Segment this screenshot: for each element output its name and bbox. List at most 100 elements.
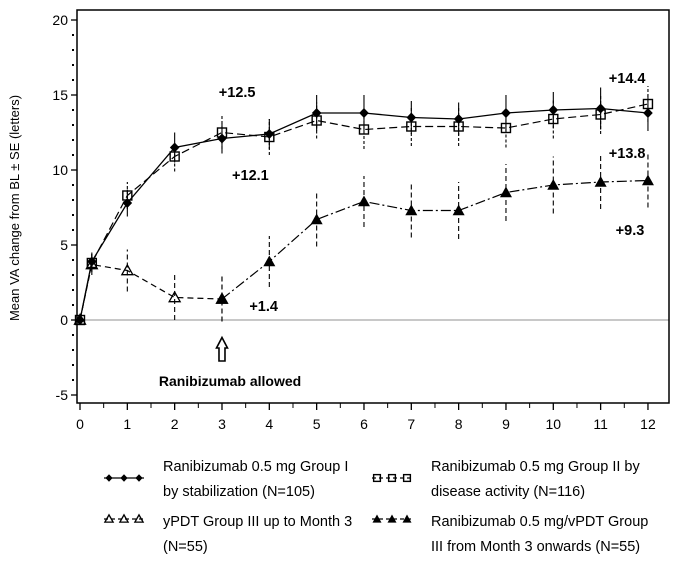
y-minor-tick (72, 349, 74, 351)
y-minor-tick (72, 124, 74, 126)
y-tick-label: 10 (52, 162, 68, 178)
x-tick-label: 6 (360, 416, 368, 432)
filled-triangle-marker-icon (452, 204, 465, 216)
legend-item-group1: Ranibizumab 0.5 mg Group I by stabilizat… (163, 455, 348, 505)
y-minor-tick (72, 379, 74, 381)
legend-item-group2: Ranibizumab 0.5 mg Group II by disease a… (431, 455, 640, 505)
legend-label-line: (N=55) (163, 539, 208, 555)
y-minor-tick (72, 304, 74, 306)
diamond-marker-icon (135, 474, 143, 482)
square-marker-icon (500, 122, 512, 134)
annotation-14: +1.4 (249, 299, 278, 315)
filled-triangle-marker-icon (405, 204, 418, 216)
plot-border (76, 9, 670, 404)
legend-item-group3-ranibizumab-vpdt: Ranibizumab 0.5 mg/vPDT Group III from M… (431, 510, 648, 560)
diamond-marker-icon (406, 112, 417, 123)
x-axis: 0 1 2 3 4 5 6 7 8 9 10 11 12 (76, 403, 656, 432)
legend-marker-group3-filled-triangle-icon (372, 514, 412, 523)
square-marker-icon (406, 121, 417, 132)
legend-label-line: Ranibizumab 0.5 mg Group I (163, 459, 349, 475)
filled-triangle-marker-icon (215, 293, 228, 304)
legend-marker-group2-square-icon (372, 473, 412, 483)
diamond-marker-icon (120, 474, 128, 482)
filled-triangle-marker-icon (372, 514, 382, 523)
filled-triangle-marker-icon (641, 174, 654, 186)
annotation-93: +9.3 (616, 223, 645, 239)
filled-triangle-marker-icon (387, 514, 397, 523)
y-minor-tick (72, 79, 74, 81)
annotation-138: +13.8 (609, 146, 646, 162)
filled-triangle-marker-icon (310, 213, 323, 225)
filled-triangle-marker-icon (263, 255, 276, 267)
series-line (221, 179, 648, 300)
y-tick-label: -5 (56, 387, 69, 403)
square-marker-icon (453, 121, 464, 132)
y-tick-label: 0 (60, 312, 68, 328)
open-triangle-marker-icon (85, 257, 99, 270)
annotation-121: +12.1 (232, 168, 269, 184)
legend-label-line: III from Month 3 onwards (N=55) (431, 539, 641, 555)
y-axis: -5 0 5 10 15 20 (52, 12, 77, 403)
x-tick-label: 2 (171, 416, 179, 432)
series-group3-ranibizumab-vpdt (215, 153, 654, 322)
filled-triangle-marker-icon (499, 186, 512, 198)
open-triangle-marker-icon (120, 263, 134, 276)
filled-triangle-marker-icon (594, 176, 607, 187)
y-minor-tick (72, 64, 74, 66)
filled-triangle-marker-icon (547, 179, 560, 190)
square-marker-icon (642, 98, 654, 110)
square-marker-icon (387, 473, 397, 483)
event-label: Ranibizumab allowed (159, 373, 301, 389)
ranibizumab-allowed-arrow-icon (215, 335, 229, 362)
open-triangle-marker-icon (168, 290, 182, 303)
square-marker-icon (216, 127, 228, 138)
square-marker-icon (311, 115, 322, 126)
diamond-marker-icon (643, 108, 653, 118)
diamond-marker-icon (105, 474, 113, 482)
x-tick-label: 4 (265, 416, 273, 432)
x-tick-label: 1 (123, 416, 131, 432)
y-minor-tick (72, 49, 74, 51)
y-minor-tick (72, 364, 74, 366)
legend-label-line: yPDT Group III up to Month 3 (163, 514, 353, 530)
y-minor-tick (72, 214, 74, 216)
x-tick-label: 9 (502, 416, 510, 432)
square-marker-icon (358, 124, 370, 135)
open-triangle-marker-icon (118, 513, 130, 523)
y-minor-tick (72, 334, 74, 336)
y-minor-tick (72, 34, 74, 36)
diamond-marker-icon (169, 142, 180, 153)
x-tick-label: 11 (593, 416, 608, 432)
x-tick-label: 3 (218, 416, 226, 432)
y-tick-label: 20 (52, 12, 68, 28)
square-marker-icon (122, 190, 133, 201)
y-minor-tick (72, 229, 74, 231)
x-tick-label: 8 (455, 416, 463, 432)
y-minor-tick (72, 184, 74, 186)
x-tick-label: 0 (76, 416, 84, 432)
x-tick-label: 5 (313, 416, 321, 432)
x-tick-label: 12 (640, 416, 656, 432)
square-marker-icon (595, 109, 606, 120)
y-tick-label: 15 (52, 87, 68, 103)
series-group2 (74, 86, 654, 326)
open-triangle-marker-icon (103, 513, 115, 523)
y-minor-tick (72, 154, 74, 156)
legend-label-line: Ranibizumab 0.5 mg Group II by (431, 459, 640, 475)
x-tick-label: 10 (546, 416, 562, 432)
series-group3-vpdt (73, 249, 229, 325)
diamond-marker-icon (501, 108, 511, 118)
legend-marker-group1-diamond-icon (104, 474, 144, 482)
square-marker-icon (169, 151, 180, 162)
series-line (79, 103, 649, 321)
y-minor-tick (72, 139, 74, 141)
x-tick-label: 7 (407, 416, 415, 432)
annotation-144: +14.4 (609, 71, 646, 87)
filled-triangle-marker-icon (357, 195, 370, 207)
y-axis-title: Mean VA change from BL ± SE (letters) (7, 94, 22, 322)
series-line (79, 263, 223, 321)
legend-label-line: by stabilization (N=105) (163, 484, 315, 500)
diamond-marker-icon (548, 105, 559, 115)
